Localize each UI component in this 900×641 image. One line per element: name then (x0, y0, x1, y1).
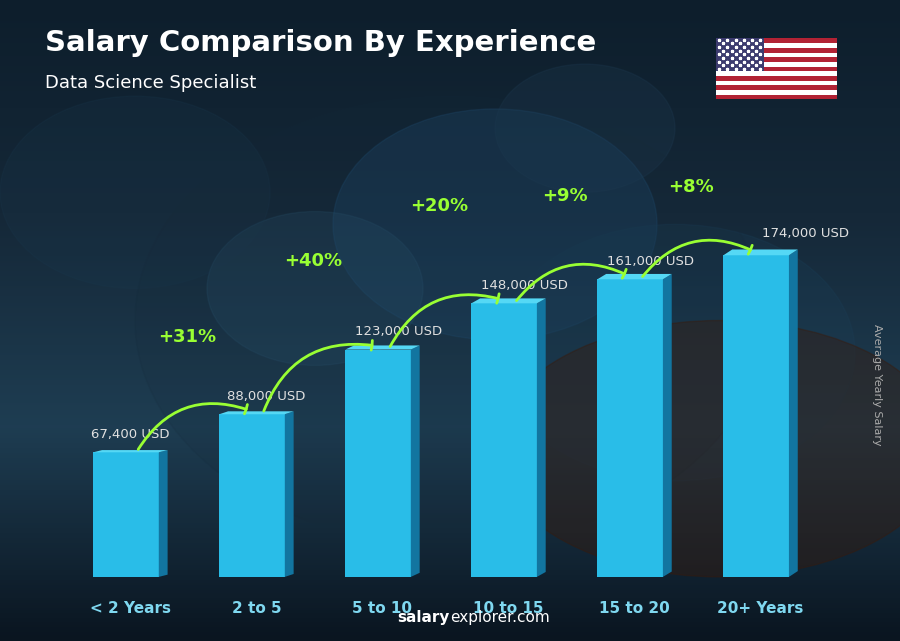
Polygon shape (94, 453, 158, 577)
Bar (716, 57, 837, 62)
Text: < 2 Years: < 2 Years (90, 601, 171, 616)
Polygon shape (724, 255, 789, 577)
Bar (716, 53, 837, 57)
Bar (716, 38, 764, 71)
Text: salary: salary (398, 610, 450, 625)
Polygon shape (472, 303, 537, 577)
Text: 15 to 20: 15 to 20 (599, 601, 670, 616)
Text: +20%: +20% (410, 197, 468, 215)
Bar (716, 62, 837, 67)
Polygon shape (346, 349, 410, 577)
Polygon shape (789, 249, 797, 577)
Bar (716, 38, 837, 43)
Circle shape (333, 109, 657, 340)
Text: 174,000 USD: 174,000 USD (762, 228, 850, 240)
Text: 148,000 USD: 148,000 USD (482, 279, 568, 292)
Polygon shape (346, 345, 419, 349)
Bar (716, 90, 837, 95)
Text: Data Science Specialist: Data Science Specialist (45, 74, 256, 92)
Circle shape (495, 224, 855, 481)
Bar (716, 85, 837, 90)
Circle shape (207, 212, 423, 365)
Polygon shape (410, 345, 419, 577)
Polygon shape (598, 279, 663, 577)
Text: +9%: +9% (543, 187, 588, 205)
Text: 88,000 USD: 88,000 USD (227, 390, 305, 403)
Polygon shape (220, 412, 293, 414)
Polygon shape (94, 450, 167, 453)
Polygon shape (284, 412, 293, 577)
Text: 2 to 5: 2 to 5 (231, 601, 282, 616)
Text: Average Yearly Salary: Average Yearly Salary (872, 324, 883, 445)
Bar (716, 95, 837, 99)
Text: +31%: +31% (158, 328, 216, 346)
Text: 161,000 USD: 161,000 USD (608, 255, 695, 268)
Polygon shape (598, 274, 671, 279)
Text: 123,000 USD: 123,000 USD (356, 326, 443, 338)
Polygon shape (158, 450, 167, 577)
Bar (716, 48, 837, 53)
Ellipse shape (495, 320, 900, 577)
Polygon shape (537, 299, 545, 577)
Polygon shape (472, 299, 545, 303)
Polygon shape (663, 274, 671, 577)
Text: 5 to 10: 5 to 10 (353, 601, 412, 616)
Text: +40%: +40% (284, 252, 342, 270)
Bar (716, 81, 837, 85)
Text: +8%: +8% (669, 178, 714, 196)
Bar (716, 71, 837, 76)
Text: 10 to 15: 10 to 15 (473, 601, 544, 616)
Text: 67,400 USD: 67,400 USD (91, 428, 169, 441)
Polygon shape (220, 414, 284, 577)
Bar (716, 76, 837, 81)
Bar (716, 43, 837, 48)
Circle shape (0, 96, 270, 288)
Circle shape (135, 96, 765, 545)
Text: Salary Comparison By Experience: Salary Comparison By Experience (45, 29, 596, 57)
Bar (716, 67, 837, 71)
Circle shape (495, 64, 675, 192)
Polygon shape (724, 249, 797, 255)
Text: explorer.com: explorer.com (450, 610, 550, 625)
Text: 20+ Years: 20+ Years (717, 601, 804, 616)
